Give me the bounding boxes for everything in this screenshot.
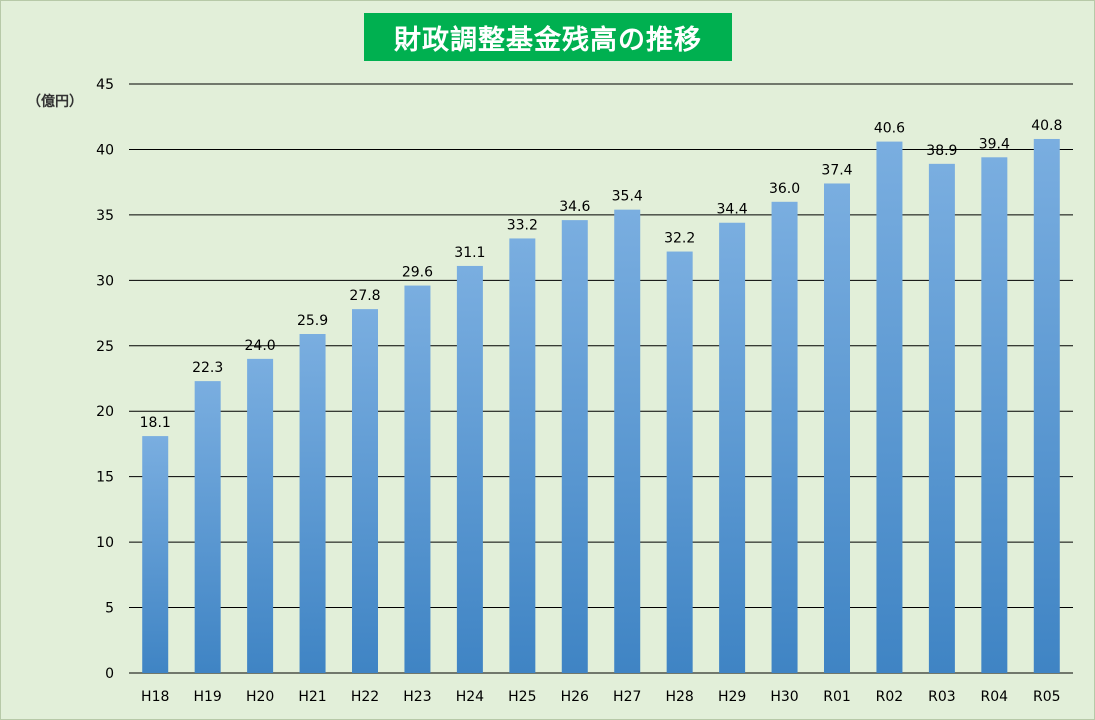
x-tick-label-R02: R02 — [876, 689, 904, 705]
data-label-R03: 38.9 — [926, 143, 957, 159]
data-label-R02: 40.6 — [874, 121, 905, 137]
y-tick-label: 35 — [96, 208, 114, 224]
y-tick-label: 20 — [96, 404, 114, 420]
data-label-R04: 39.4 — [979, 136, 1010, 152]
bar-R03 — [928, 163, 955, 673]
data-label-H25: 33.2 — [507, 217, 538, 233]
data-label-H23: 29.6 — [402, 265, 433, 281]
x-tick-label-R03: R03 — [928, 689, 956, 705]
bar-H20 — [247, 358, 274, 673]
bar-R02 — [876, 141, 903, 673]
bar-R05 — [1033, 138, 1060, 673]
bar-H27 — [614, 209, 641, 674]
data-label-H18: 18.1 — [140, 415, 171, 431]
x-tick-label-H18: H18 — [141, 689, 169, 705]
bar-H23 — [404, 285, 431, 673]
bar-H21 — [299, 333, 326, 673]
x-tick-label-H19: H19 — [193, 689, 221, 705]
bar-H26 — [561, 220, 588, 673]
data-labels: 18.1 22.3 24.0 25.9 27.8 29.6 31.1 33.2 34.6 35.4… — [140, 118, 1063, 431]
y-tick-label: 25 — [96, 339, 114, 355]
data-label-H30: 36.0 — [769, 181, 800, 197]
y-tick-label: 30 — [96, 273, 114, 289]
bar-H18 — [142, 436, 169, 673]
data-label-H28: 32.2 — [664, 231, 695, 247]
data-label-H21: 25.9 — [297, 313, 328, 329]
data-label-H22: 27.8 — [349, 288, 380, 304]
y-axis-ticks: 0 5 10 15 20 25 30 35 40 45 — [96, 77, 114, 682]
x-tick-label-H22: H22 — [351, 689, 379, 705]
x-tick-label-H27: H27 — [613, 689, 641, 705]
chart-title: 財政調整基金残高の推移 — [364, 13, 732, 61]
x-tick-label-H26: H26 — [561, 689, 589, 705]
y-tick-label: 5 — [105, 601, 114, 617]
y-tick-label: 40 — [96, 142, 114, 158]
x-axis-ticks: H18 H19 H20 H21 H22 H23 H24 H25 H26 H27 H28 H29 H30 R… — [141, 689, 1061, 705]
x-tick-label-H29: H29 — [718, 689, 746, 705]
x-tick-label-H28: H28 — [665, 689, 693, 705]
data-label-H19: 22.3 — [192, 360, 223, 376]
data-label-H26: 34.6 — [559, 199, 590, 215]
y-tick-label: 15 — [96, 470, 114, 486]
grid-lines — [129, 83, 1073, 674]
bar-R04 — [981, 157, 1008, 673]
x-tick-label-R01: R01 — [823, 689, 851, 705]
data-label-H27: 35.4 — [612, 189, 643, 205]
bar-H28 — [666, 251, 693, 673]
x-tick-label-R05: R05 — [1033, 689, 1061, 705]
x-tick-label-R04: R04 — [981, 689, 1009, 705]
bar-H29 — [719, 222, 746, 673]
data-label-H29: 34.4 — [717, 202, 748, 218]
data-label-H24: 31.1 — [454, 245, 485, 261]
y-tick-label: 0 — [105, 666, 114, 682]
bar-H19 — [194, 381, 221, 673]
y-tick-label: 45 — [96, 77, 114, 93]
data-label-R01: 37.4 — [821, 162, 852, 178]
bar-H25 — [509, 238, 536, 673]
bar-H30 — [771, 201, 798, 674]
bar-H24 — [456, 265, 483, 673]
x-tick-label-H20: H20 — [246, 689, 274, 705]
x-tick-label-H21: H21 — [298, 689, 326, 705]
x-tick-label-H30: H30 — [770, 689, 798, 705]
data-label-R05: 40.8 — [1031, 118, 1062, 134]
y-tick-label: 10 — [96, 535, 114, 551]
x-tick-label-H24: H24 — [456, 689, 484, 705]
x-tick-label-H25: H25 — [508, 689, 536, 705]
x-tick-label-H23: H23 — [403, 689, 431, 705]
bars — [142, 138, 1060, 674]
bar-R01 — [824, 183, 850, 673]
y-axis-unit-label: （億円） — [27, 94, 83, 110]
data-label-H20: 24.0 — [245, 338, 276, 354]
bar-H22 — [352, 309, 378, 673]
